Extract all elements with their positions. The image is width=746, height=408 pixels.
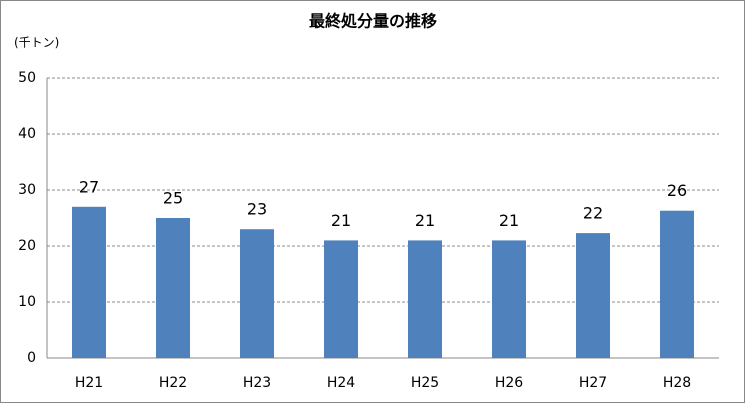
y-tick-label: 40 [18, 126, 36, 142]
data-label: 27 [79, 177, 99, 196]
bar [660, 210, 694, 358]
x-tick-label: H23 [243, 375, 271, 391]
data-label: 25 [163, 189, 183, 208]
x-tick-label: H27 [579, 375, 607, 391]
chart-title: 最終処分量の推移 [309, 12, 437, 31]
y-axis-label: (千トン) [14, 36, 59, 50]
x-tick-label: H22 [159, 375, 187, 391]
data-label: 21 [331, 211, 351, 230]
x-tick-label: H28 [663, 375, 691, 391]
data-label: 21 [499, 211, 519, 230]
y-tick-label: 50 [18, 70, 36, 86]
y-tick-label: 30 [18, 182, 36, 198]
data-label: 23 [247, 200, 267, 219]
bar [240, 229, 274, 358]
x-tick-label: H21 [75, 375, 103, 391]
bar [156, 218, 190, 358]
bar [324, 240, 358, 358]
y-tick-label: 0 [27, 350, 36, 366]
data-label: 22 [583, 204, 603, 223]
y-tick-label: 20 [18, 238, 36, 254]
data-label: 26 [667, 181, 687, 200]
x-tick-label: H25 [411, 375, 439, 391]
bar [576, 233, 610, 358]
bar [408, 240, 442, 358]
x-tick-label: H26 [495, 375, 523, 391]
data-label: 21 [415, 211, 435, 230]
bar [72, 206, 106, 358]
x-tick-label: H24 [327, 375, 355, 391]
y-tick-label: 10 [18, 294, 36, 310]
bar [492, 240, 526, 358]
